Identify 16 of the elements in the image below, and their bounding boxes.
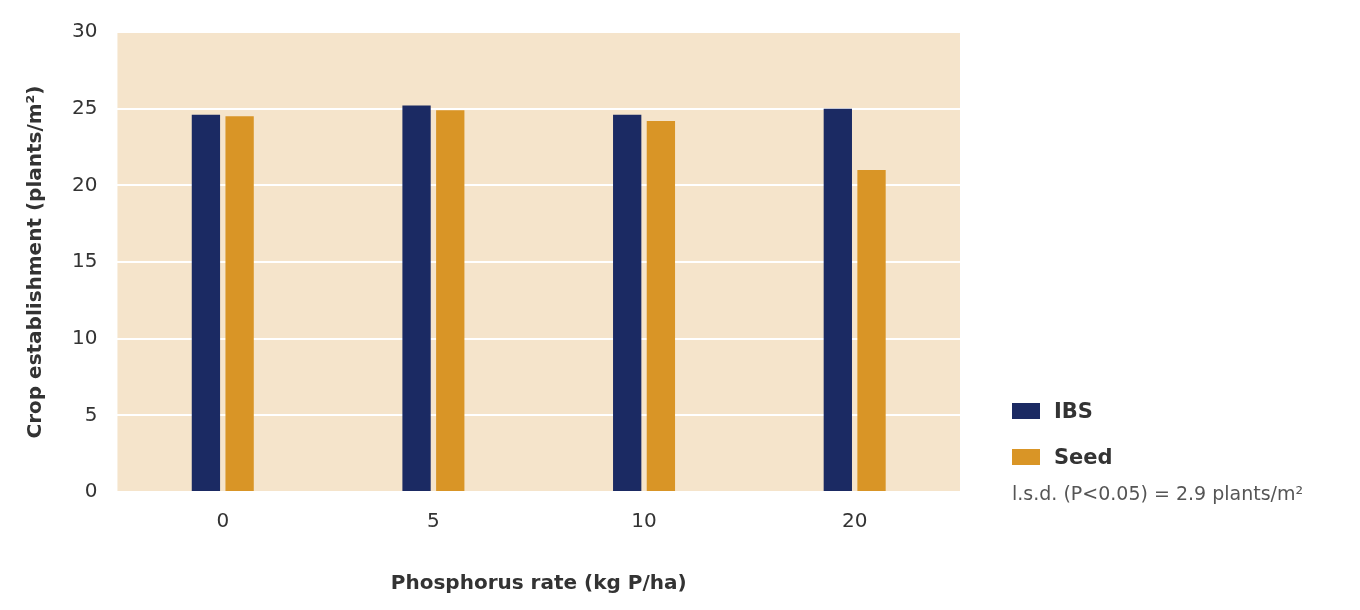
x-tick-label: 0	[216, 508, 230, 533]
legend-label: Seed	[1054, 445, 1113, 469]
y-tick-label: 10	[72, 324, 98, 349]
x-tick-label: 10	[631, 508, 657, 533]
x-tick-label: 20	[841, 508, 868, 533]
legend-label: IBS	[1054, 399, 1093, 423]
x-tick-label: 5	[427, 508, 440, 533]
y-tick-label: 0	[84, 478, 98, 503]
y-tick-label: 30	[72, 18, 98, 43]
text: l.s.d. (P<0.05) = 2.9 plants/m²	[1012, 482, 1304, 504]
x-axis-title: Phosphorus rate (kg P/ha)	[390, 570, 687, 595]
y-tick-label: 25	[72, 94, 98, 119]
y-axis-title: Crop establishment (plants/m²)	[22, 85, 47, 439]
y-tick-label: 15	[72, 248, 98, 273]
y-tick-label: 20	[72, 171, 98, 196]
y-tick-label: 5	[84, 401, 98, 426]
